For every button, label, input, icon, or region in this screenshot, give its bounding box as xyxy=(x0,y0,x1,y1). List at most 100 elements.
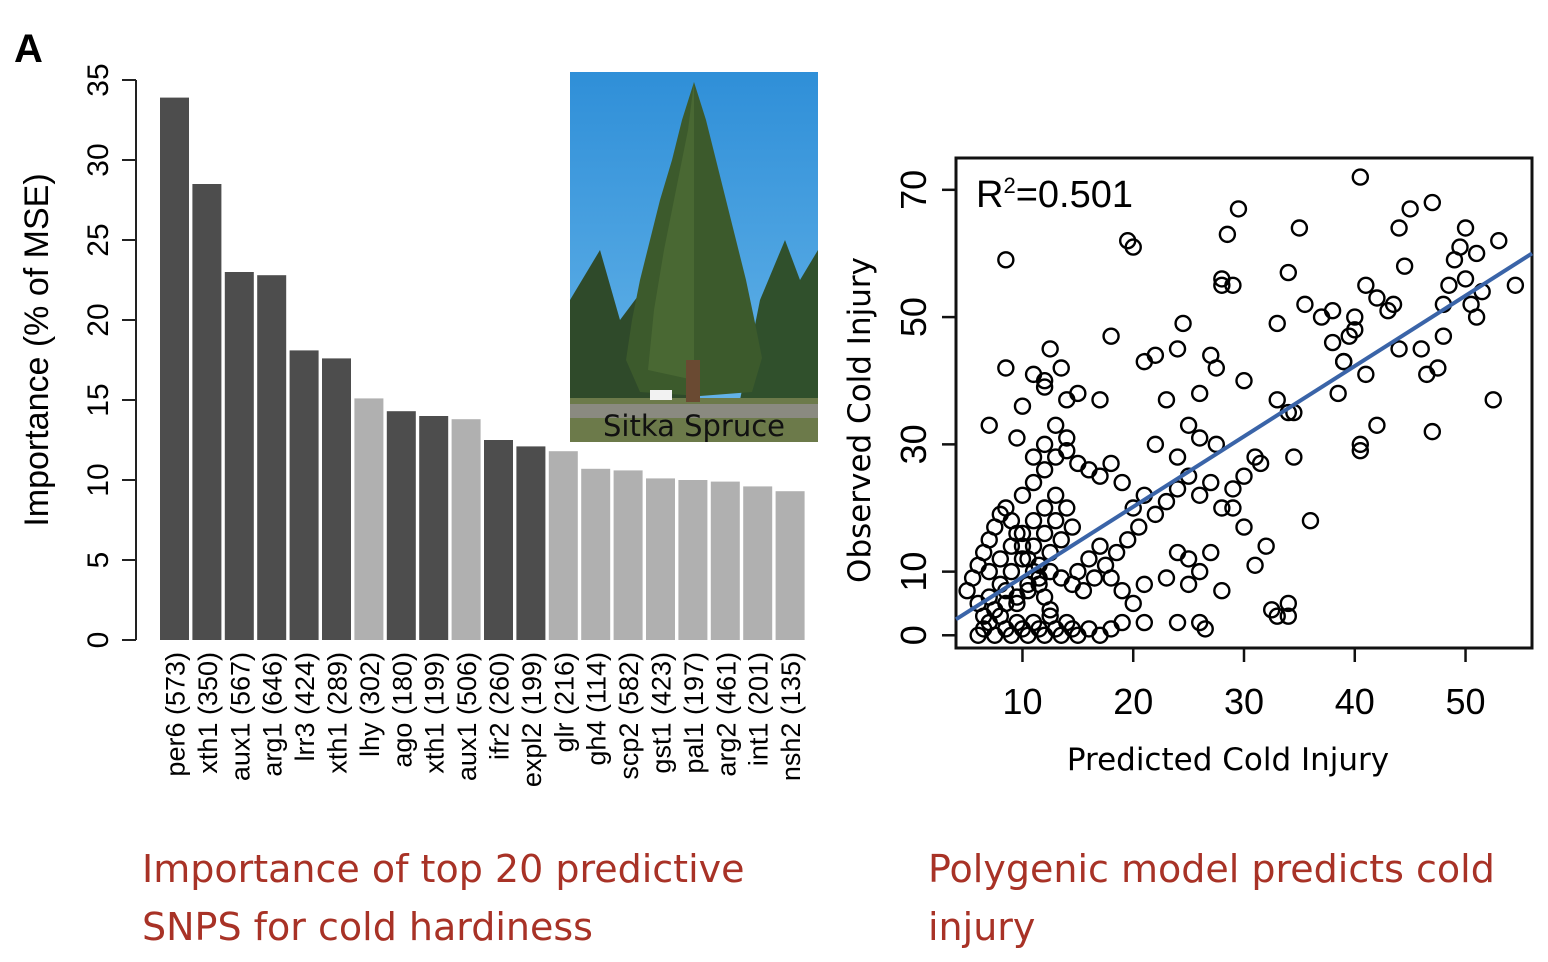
bar xyxy=(484,440,513,640)
scatter-point xyxy=(1202,473,1220,492)
r-squared-annotation: R2=0.501 xyxy=(976,173,1133,216)
scatter-point xyxy=(1190,486,1209,504)
scatter-point xyxy=(1146,505,1165,524)
bar xyxy=(419,416,449,640)
scatter-point xyxy=(1041,601,1059,619)
scatter-point xyxy=(1107,543,1126,562)
scatter-point xyxy=(1190,562,1209,581)
scatter-point xyxy=(1035,378,1054,396)
scatter-point xyxy=(1085,569,1104,587)
scatter-point xyxy=(1456,270,1475,288)
scatter-point xyxy=(1179,575,1198,594)
scatter-point xyxy=(1440,276,1458,294)
scatter-point xyxy=(1429,359,1447,377)
scatter-point xyxy=(1046,416,1065,434)
scatter-x-tick-label: 50 xyxy=(1446,681,1486,722)
bar-y-tick-label: 35 xyxy=(82,63,115,96)
scatter-point xyxy=(1091,391,1109,409)
scatter-point xyxy=(1058,499,1076,517)
scatter-point xyxy=(1456,219,1475,237)
bar xyxy=(516,446,546,640)
scatter-points xyxy=(958,168,1525,644)
scatter-point xyxy=(1368,289,1386,307)
scatter-point xyxy=(1113,473,1131,492)
scatter-point xyxy=(1074,582,1093,600)
scatter-point xyxy=(1041,340,1059,358)
scatter-point xyxy=(1024,473,1043,492)
scatter-point xyxy=(1190,429,1209,447)
scatter-point xyxy=(1490,232,1508,250)
scatter-point xyxy=(991,550,1010,568)
bar xyxy=(160,97,189,641)
bars xyxy=(160,97,805,641)
scatter-point xyxy=(1046,512,1065,530)
bar-category-label: ago (180) xyxy=(387,652,417,768)
bar-category-label: xth1 (289) xyxy=(323,652,353,774)
scatter-point xyxy=(1124,499,1142,517)
scatter-x-tick-label: 10 xyxy=(1002,681,1042,722)
scatter-point xyxy=(1168,448,1187,466)
bar xyxy=(613,470,643,640)
scatter-point xyxy=(1290,219,1309,237)
scatter-point xyxy=(1351,168,1370,186)
scatter-point xyxy=(1035,499,1054,517)
scatter-point xyxy=(1118,531,1137,549)
bar-category-label: scp2 (582) xyxy=(614,652,644,780)
scatter-point xyxy=(1351,442,1370,460)
bar-category-label: nsh2 (135) xyxy=(776,652,806,781)
scatter-point xyxy=(1257,537,1275,555)
scatter-point xyxy=(1013,550,1032,568)
bar-category-label: lrr3 (424) xyxy=(290,652,320,762)
scatter-y-tick-label: 70 xyxy=(893,170,934,210)
scatter-point xyxy=(1268,607,1286,625)
scatter-point xyxy=(1296,295,1314,314)
scatter-point xyxy=(1113,613,1131,632)
scatter-point xyxy=(1357,276,1375,294)
scatter-point xyxy=(1229,200,1248,218)
scatter-y-tick-label: 50 xyxy=(893,297,934,337)
scatter-point xyxy=(1179,416,1198,434)
scatter-point xyxy=(1279,607,1298,625)
scatter-point xyxy=(1063,518,1082,536)
regression-line xyxy=(954,251,1534,622)
bar-category-label: arg2 (461) xyxy=(711,652,741,777)
bar-y-tick-label: 0 xyxy=(82,632,115,649)
scatter-point xyxy=(1346,321,1364,339)
scatter-point xyxy=(1168,613,1187,632)
scatter-point xyxy=(1218,225,1237,244)
scatter-point xyxy=(1080,550,1098,568)
bar xyxy=(710,481,740,640)
scatter-x-ticks: 10 20 30 40 50 xyxy=(1002,648,1486,722)
bar-y-tick-label: 10 xyxy=(82,463,115,496)
bar-y-tick-label: 15 xyxy=(82,383,115,416)
scatter-point xyxy=(997,359,1015,377)
bar-y-ticks: 0 5 10 15 20 25 30 35 xyxy=(82,63,136,648)
scatter-point xyxy=(1390,340,1408,358)
scatter-point xyxy=(1035,461,1054,479)
scatter-point xyxy=(1168,480,1187,498)
scatter-x-axis-label: Predicted Cold Injury xyxy=(1067,742,1389,778)
scatter-point xyxy=(1135,613,1154,632)
scatter-point xyxy=(1157,492,1176,511)
scatter-point xyxy=(1102,569,1120,587)
bar-y-tick-label: 30 xyxy=(82,143,115,176)
scatter-point xyxy=(1157,391,1176,409)
scatter-point xyxy=(1412,340,1430,358)
scatter-point xyxy=(1052,359,1070,377)
scatter-point xyxy=(1202,543,1220,562)
scatter-point xyxy=(1213,499,1231,517)
bar-category-label: ifr2 (260) xyxy=(485,652,515,760)
bar xyxy=(224,272,254,640)
left-caption: Importance of top 20 predictive SNPS for… xyxy=(142,847,745,949)
scatter-point xyxy=(1069,562,1087,581)
scatter-y-axis-label: Observed Cold Injury xyxy=(842,257,878,583)
scatter-point xyxy=(1351,435,1370,454)
bar xyxy=(289,350,319,640)
scatter-point xyxy=(1423,422,1442,441)
bar-category-label: xth1 (350) xyxy=(193,652,223,774)
scatter-point xyxy=(1235,518,1253,536)
bar-category-label: aux1 (506) xyxy=(452,652,482,781)
bar xyxy=(192,184,222,640)
cold-injury-scatter-plot: 10 20 30 40 50 0 10 30 50 70 R2=0.501 Predicted … xyxy=(842,156,1534,778)
scatter-point xyxy=(980,416,998,434)
